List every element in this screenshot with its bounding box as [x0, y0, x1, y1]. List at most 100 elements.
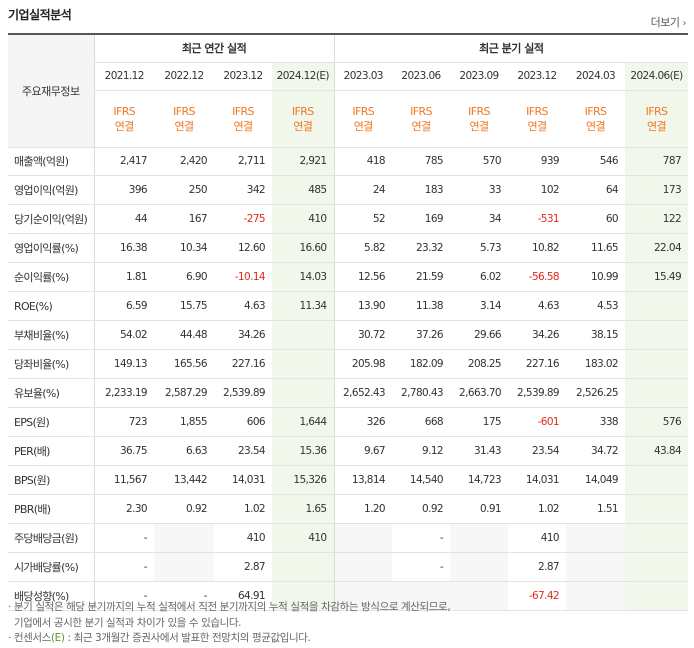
table-cell: 227.16	[508, 349, 567, 379]
table-cell	[625, 349, 689, 379]
table-cell: 34.26	[214, 320, 272, 351]
table-cell: 11,567	[93, 465, 154, 495]
table-cell	[625, 320, 689, 351]
accounting-standard: IFRS 연결	[450, 90, 509, 148]
table-cell: 1,644	[272, 406, 335, 437]
table-row: 영업이익(억원) 396 250 342 485 24 183 33 102 64 173	[8, 175, 689, 206]
table-cell: 10.99	[566, 262, 626, 293]
table-cell: 787	[625, 146, 689, 177]
table-cell: 1.02	[214, 494, 272, 524]
table-cell: 208.25	[450, 349, 509, 379]
period-header: 2024.12(E)	[272, 62, 335, 91]
table-row: 부채비율(%) 54.02 44.48 34.26 30.72 37.26 29.66 34.…	[8, 320, 689, 351]
accounting-standard: IFRS 연결	[625, 90, 689, 148]
table-cell: 33	[450, 175, 509, 206]
table-cell: 14,049	[566, 465, 626, 495]
table-cell: 11.34	[272, 291, 335, 322]
table-cell	[450, 581, 509, 611]
table-cell: 11.38	[392, 291, 451, 322]
table-cell: 4.63	[508, 291, 567, 322]
accounting-standard: IFRS 연결	[214, 90, 272, 148]
table-cell: 6.90	[154, 262, 214, 293]
row-label: 시가배당률(%)	[8, 552, 94, 582]
table-cell	[566, 552, 626, 582]
table-cell: 183.02	[566, 349, 626, 379]
table-cell: 4.63	[214, 291, 272, 322]
table-cell: 2,420	[154, 146, 214, 177]
table-cell: 14,031	[214, 465, 272, 495]
table-row: 당기순이익(억원) 44 167 -275 410 52 169 34 -531 60 122	[8, 204, 689, 235]
table-cell: 227.16	[214, 349, 272, 379]
accounting-standard: IFRS 연결	[392, 90, 451, 148]
table-cell	[272, 552, 335, 582]
table-cell: 15.36	[272, 436, 335, 466]
table-cell: 2,921	[272, 146, 335, 177]
table-cell: 60	[566, 204, 626, 235]
table-cell	[625, 522, 689, 553]
table-cell: 2,711	[214, 146, 272, 177]
table-row: 배당성향(%) - -64.91 -67.42	[8, 581, 689, 611]
table-cell: 29.66	[450, 320, 509, 351]
table-cell: 576	[625, 406, 689, 437]
table-cell: 182.09	[392, 349, 451, 379]
table-cell: 2,539.89	[508, 378, 567, 408]
table-cell: 410	[272, 204, 335, 235]
table-cell: 2,526.25	[566, 378, 626, 408]
table-cell: 14.03	[272, 262, 335, 293]
annual-group-header: 최근 연간 실적	[93, 33, 335, 63]
row-header-label: 주요재무정보	[8, 33, 94, 148]
table-cell: 11.65	[566, 233, 626, 264]
table-cell: 1.81	[93, 262, 154, 293]
table-cell: 15.75	[154, 291, 214, 322]
table-cell	[333, 522, 393, 553]
table-cell: 2,539.89	[214, 378, 272, 408]
section-title: 기업실적분석	[8, 8, 72, 22]
table-cell: 410	[508, 522, 567, 553]
table-cell: 6.59	[93, 291, 154, 322]
table-cell: 1.20	[333, 494, 393, 524]
table-cell: 165.56	[154, 349, 214, 379]
table-cell: 10.82	[508, 233, 567, 264]
table-cell: 44	[93, 204, 154, 235]
table-cell: 1.51	[566, 494, 626, 524]
table-cell	[450, 552, 509, 582]
table-cell: 183	[392, 175, 451, 206]
table-cell: 167	[154, 204, 214, 235]
table-cell: 0.92	[392, 494, 451, 524]
table-cell: 54.02	[93, 320, 154, 351]
table-cell: -56.58	[508, 262, 567, 293]
period-header: 2023.03	[333, 62, 393, 91]
row-label: 영업이익률(%)	[8, 233, 94, 264]
table-cell: 30.72	[333, 320, 393, 351]
accounting-standard: IFRS 연결	[272, 90, 335, 148]
table-cell	[272, 581, 335, 611]
table-cell: 410	[272, 522, 335, 553]
table-cell: 2,587.29	[154, 378, 214, 408]
table-cell: 64	[566, 175, 626, 206]
table-cell: 13,814	[333, 465, 393, 495]
table-cell	[333, 552, 393, 582]
footnote-2: · 컨센서스(E) : 최근 3개월간 증권사에서 발표한 전망치의 평균값입니…	[8, 632, 311, 644]
row-label: 주당배당금(원)	[8, 522, 94, 553]
table-cell: 64.91	[214, 581, 272, 611]
table-cell	[625, 494, 689, 524]
table-cell: 5.82	[333, 233, 393, 264]
table-cell: 16.38	[93, 233, 154, 264]
table-row: 유보율(%) 2,233.19 2,587.29 2,539.89 2,652.43 2,…	[8, 378, 689, 408]
more-link[interactable]: 더보기 ›	[651, 14, 687, 30]
table-cell: 396	[93, 175, 154, 206]
table-cell: 9.67	[333, 436, 393, 466]
table-cell: 570	[450, 146, 509, 177]
table-cell: -	[154, 581, 214, 611]
table-cell: 1,855	[154, 406, 214, 437]
table-cell: 43.84	[625, 436, 689, 466]
period-header: 2021.12	[93, 62, 154, 91]
accounting-standard: IFRS 연결	[566, 90, 626, 148]
quarterly-group-header: 최근 분기 실적	[333, 33, 689, 63]
table-cell: 38.15	[566, 320, 626, 351]
period-header: 2024.06(E)	[625, 62, 689, 91]
table-cell: 723	[93, 406, 154, 437]
table-cell	[333, 581, 393, 611]
row-label: 부채비율(%)	[8, 320, 94, 351]
table-row: BPS(원) 11,567 13,442 14,031 15,326 13,814 14,5…	[8, 465, 689, 495]
